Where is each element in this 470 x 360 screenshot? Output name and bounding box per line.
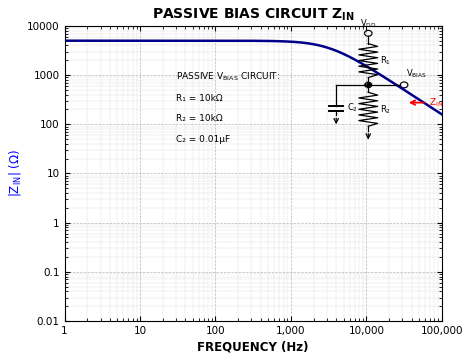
- Y-axis label: |Z$_{\mathregular{IN}}$| (Ω): |Z$_{\mathregular{IN}}$| (Ω): [7, 149, 23, 197]
- Text: PASSIVE V$_{\mathregular{BIAS}}$ CIRCUIT:: PASSIVE V$_{\mathregular{BIAS}}$ CIRCUIT…: [176, 70, 280, 83]
- Title: PASSIVE BIAS CIRCUIT Z$_{\mathregular{IN}}$: PASSIVE BIAS CIRCUIT Z$_{\mathregular{IN…: [152, 7, 354, 23]
- Text: R$_{\mathregular{2}}$: R$_{\mathregular{2}}$: [380, 103, 391, 116]
- Text: V$_{\mathregular{DD}}$: V$_{\mathregular{DD}}$: [360, 17, 376, 30]
- X-axis label: FREQUENCY (Hz): FREQUENCY (Hz): [197, 340, 309, 353]
- Text: C₂ = 0.01μF: C₂ = 0.01μF: [176, 135, 230, 144]
- Text: R₁ = 10kΩ: R₁ = 10kΩ: [176, 94, 222, 103]
- Text: C$_{\mathregular{2}}$: C$_{\mathregular{2}}$: [347, 102, 358, 114]
- Circle shape: [365, 82, 372, 87]
- Text: R₂ = 10kΩ: R₂ = 10kΩ: [176, 114, 222, 123]
- Text: R$_{\mathregular{1}}$: R$_{\mathregular{1}}$: [380, 54, 391, 67]
- Text: V$_{\mathregular{BIAS}}$: V$_{\mathregular{BIAS}}$: [406, 68, 427, 81]
- Text: Z$_{\mathregular{IN}}$: Z$_{\mathregular{IN}}$: [429, 96, 443, 109]
